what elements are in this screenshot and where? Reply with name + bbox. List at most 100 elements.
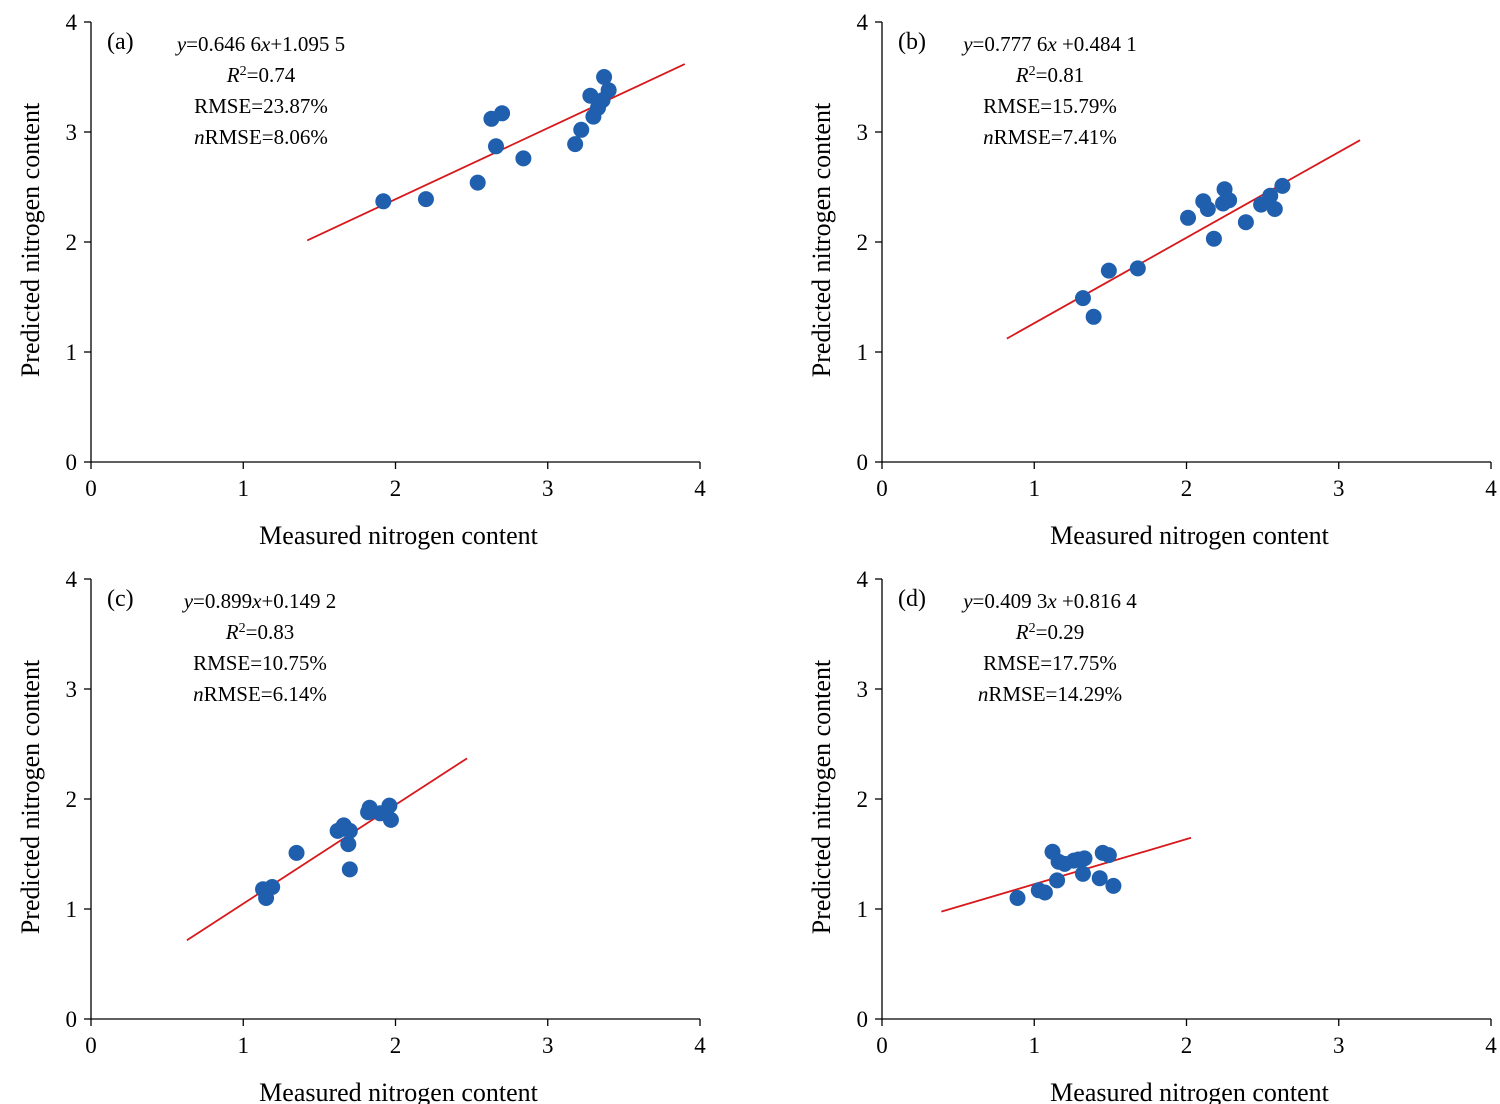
x-axis-title: Measured nitrogen content <box>259 1078 538 1104</box>
y-tick-label: 2 <box>66 787 78 812</box>
y-tick-label: 0 <box>66 1007 78 1032</box>
x-tick-label: 2 <box>390 476 402 501</box>
data-point <box>567 136 584 153</box>
regression-equation: y=0.646 6x+1.095 5 <box>175 32 345 56</box>
x-tick-label: 4 <box>1485 1033 1497 1058</box>
x-tick-label: 0 <box>876 1033 888 1058</box>
rmse-label: RMSE=10.75% <box>193 651 327 675</box>
nrmse-label: nRMSE=6.14% <box>193 682 327 706</box>
x-tick-label: 2 <box>1181 1033 1193 1058</box>
x-tick-label: 4 <box>694 476 706 501</box>
data-point <box>494 105 511 122</box>
x-tick-label: 3 <box>542 476 554 501</box>
regression-equation: y=0.777 6x +0.484 1 <box>961 32 1137 56</box>
data-point <box>582 87 599 104</box>
nrmse-label: nRMSE=14.29% <box>978 682 1122 706</box>
data-point <box>600 82 617 99</box>
data-point <box>341 822 358 839</box>
data-point <box>1091 870 1108 887</box>
panel-d: 0 1 2 3 4 0 1 2 3 4 Measured nitrogen content Predi… <box>807 567 1497 1104</box>
y-axis-title: Predicted nitrogen content <box>807 102 836 377</box>
data-point <box>573 121 590 138</box>
data-point <box>288 844 305 861</box>
data-point <box>1100 847 1117 864</box>
data-point <box>1180 209 1197 226</box>
data-point <box>1221 192 1238 209</box>
data-point <box>264 879 281 895</box>
panel-label: (c) <box>107 586 134 612</box>
data-point <box>1100 262 1117 279</box>
x-tick-label: 2 <box>1181 476 1193 501</box>
data-point <box>1074 290 1091 307</box>
x-tick-label: 4 <box>694 1033 706 1058</box>
nrmse-label: nRMSE=7.41% <box>983 125 1117 149</box>
data-point <box>1009 890 1026 906</box>
y-tick-label: 0 <box>857 1007 869 1032</box>
data-point <box>1076 850 1093 867</box>
data-point <box>1085 308 1102 325</box>
y-axis-title: Predicted nitrogen content <box>16 102 45 377</box>
x-tick-label: 3 <box>1333 476 1345 501</box>
y-tick-label: 0 <box>66 450 78 475</box>
y-tick-label: 0 <box>857 450 869 475</box>
data-point <box>1129 260 1146 277</box>
y-tick-label: 3 <box>66 120 78 145</box>
data-point <box>382 811 399 828</box>
panel-label: (d) <box>898 586 926 612</box>
y-tick-label: 4 <box>857 567 869 592</box>
x-tick-label: 4 <box>1485 476 1497 501</box>
panel-label: (a) <box>107 29 134 55</box>
y-tick-label: 2 <box>66 230 78 255</box>
regression-line <box>186 757 468 942</box>
panel-a: 0 1 2 3 4 0 1 2 3 4 Measured nitrogen content Predi… <box>16 10 706 550</box>
regression-equation: y=0.899x+0.149 2 <box>182 589 337 613</box>
data-point <box>1074 865 1091 882</box>
x-axis-title: Measured nitrogen content <box>1050 521 1329 550</box>
data-point <box>381 797 398 814</box>
rmse-label: RMSE=23.87% <box>194 94 328 118</box>
y-tick-label: 4 <box>66 567 78 592</box>
y-tick-label: 4 <box>66 10 78 35</box>
rmse-label: RMSE=17.75% <box>983 651 1117 675</box>
x-tick-label: 0 <box>85 476 97 501</box>
data-point <box>1274 177 1291 194</box>
y-tick-label: 1 <box>857 897 869 922</box>
x-tick-label: 0 <box>876 476 888 501</box>
regression-line <box>941 836 1192 913</box>
x-axis-title: Measured nitrogen content <box>259 521 538 550</box>
x-tick-label: 2 <box>390 1033 402 1058</box>
data-point <box>341 861 358 878</box>
y-tick-label: 3 <box>857 120 869 145</box>
data-point <box>1237 214 1254 231</box>
x-tick-label: 1 <box>1029 1033 1041 1058</box>
r-squared-label: R2=0.81 <box>1015 63 1084 87</box>
x-tick-label: 1 <box>1029 476 1041 501</box>
data-point <box>1205 230 1222 247</box>
nrmse-label: nRMSE=8.06% <box>194 125 328 149</box>
panel-label: (b) <box>898 29 926 55</box>
data-point <box>1199 201 1216 217</box>
x-tick-label: 1 <box>238 476 250 501</box>
y-tick-label: 1 <box>857 340 869 365</box>
data-point <box>469 174 486 191</box>
data-point <box>340 836 357 853</box>
r-squared-label: R2=0.74 <box>226 63 296 87</box>
panel-c: 0 1 2 3 4 0 1 2 3 4 Measured nitrogen content Predi… <box>16 567 706 1104</box>
r-squared-label: R2=0.83 <box>225 620 294 644</box>
data-point <box>417 191 434 208</box>
y-axis-title: Predicted nitrogen content <box>807 659 836 934</box>
regression-equation: y=0.409 3x +0.816 4 <box>961 589 1137 613</box>
y-tick-label: 4 <box>857 10 869 35</box>
data-point <box>596 69 613 85</box>
data-point <box>1105 877 1122 894</box>
data-point <box>1262 187 1279 204</box>
x-tick-label: 1 <box>238 1033 250 1058</box>
x-tick-label: 3 <box>542 1033 554 1058</box>
data-point <box>487 138 504 155</box>
regression-line <box>1006 139 1361 340</box>
data-point <box>375 193 392 210</box>
y-tick-label: 1 <box>66 340 78 365</box>
x-tick-label: 0 <box>85 1033 97 1058</box>
x-axis-title: Measured nitrogen content <box>1050 1078 1329 1104</box>
